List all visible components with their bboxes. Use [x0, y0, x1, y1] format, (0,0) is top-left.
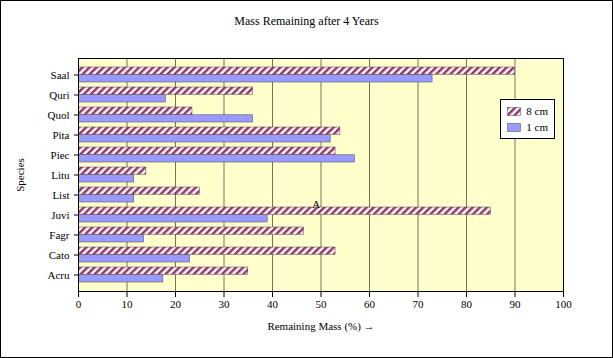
svg-text:30: 30 [219, 298, 231, 310]
svg-text:Species: Species [14, 158, 26, 192]
svg-text:Remaining Mass (%) →: Remaining Mass (%) → [267, 320, 374, 333]
svg-text:20: 20 [170, 298, 182, 310]
svg-text:Juvi: Juvi [51, 209, 69, 221]
html-text:1 cm: 1 cm [526, 121, 548, 134]
html-text:8 cm: 8 cm [526, 105, 548, 118]
svg-text:80: 80 [461, 298, 473, 310]
svg-text:10: 10 [122, 298, 134, 310]
svg-text:Quol: Quol [48, 109, 70, 121]
svg-text:100: 100 [555, 298, 572, 310]
svg-text:40: 40 [267, 298, 279, 310]
svg-text:A: A [312, 198, 320, 210]
svg-text:50: 50 [316, 298, 328, 310]
svg-text:0: 0 [76, 298, 82, 310]
html-text:Mass Remaining after 4 Years: Mass Remaining after 4 Years [234, 14, 379, 28]
svg-text:70: 70 [413, 298, 425, 310]
svg-text:60: 60 [364, 298, 376, 310]
svg-text:Fagr: Fagr [49, 229, 70, 241]
svg-text:List: List [52, 189, 69, 201]
svg-text:Litu: Litu [51, 169, 70, 181]
svg-text:Acru: Acru [48, 269, 70, 281]
svg-text:90: 90 [510, 298, 522, 310]
svg-text:Saal: Saal [51, 69, 70, 81]
svg-text:Pita: Pita [52, 129, 69, 141]
svg-text:Piec: Piec [51, 149, 70, 161]
svg-text:Quri: Quri [49, 89, 69, 101]
svg-text:Cato: Cato [49, 249, 70, 261]
